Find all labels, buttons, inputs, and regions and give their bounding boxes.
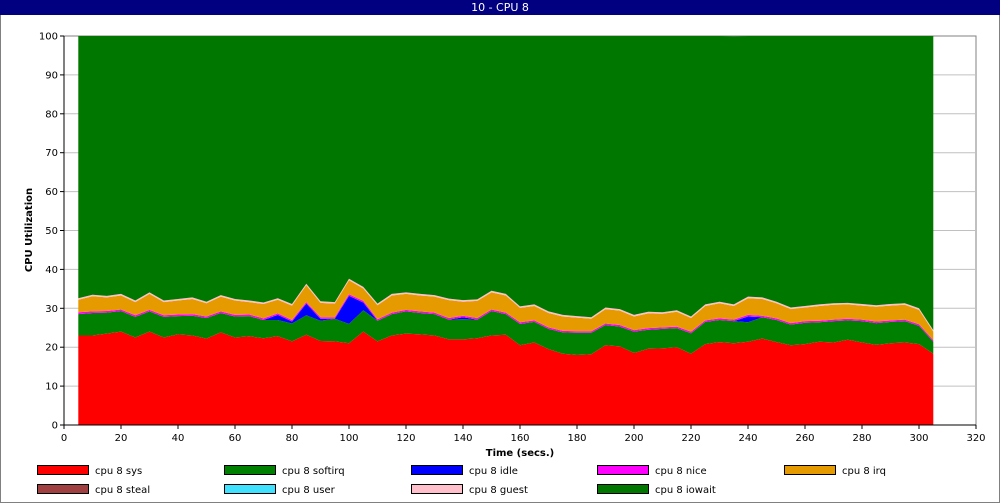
area-cpu-8-softirq bbox=[78, 310, 934, 355]
x-tick-label: 40 bbox=[172, 433, 185, 444]
window-title: 10 - CPU 8 bbox=[0, 0, 1000, 15]
x-tick-label: 300 bbox=[909, 433, 928, 444]
legend-item: cpu 8 user bbox=[224, 484, 335, 497]
y-tick-label: 0 bbox=[52, 421, 58, 432]
legend-item: cpu 8 idle bbox=[411, 465, 518, 478]
y-tick-label: 20 bbox=[45, 343, 58, 354]
legend-item: cpu 8 guest bbox=[411, 484, 528, 497]
y-tick-label: 100 bbox=[39, 32, 58, 43]
y-tick-label: 30 bbox=[45, 304, 58, 315]
legend-label: cpu 8 idle bbox=[469, 466, 518, 477]
legend-item: cpu 8 steal bbox=[37, 484, 151, 497]
legend-item: cpu 8 nice bbox=[597, 465, 707, 478]
legend-swatch bbox=[37, 484, 89, 494]
y-tick-label: 60 bbox=[45, 187, 58, 198]
x-tick-label: 140 bbox=[453, 433, 472, 444]
legend-swatch bbox=[784, 465, 836, 475]
axes: 0 10 20 30 40 50 60 70 80 90 100 0 20 40 60 80 100 120 140… bbox=[39, 32, 986, 445]
x-tick-label: 260 bbox=[795, 433, 814, 444]
legend-label: cpu 8 irq bbox=[842, 466, 886, 477]
legend-label: cpu 8 steal bbox=[95, 485, 151, 496]
y-tick-label: 90 bbox=[45, 70, 58, 81]
chart-legend: cpu 8 sys cpu 8 softirq cpu 8 idle cpu 8 ni… bbox=[0, 461, 1000, 504]
area-cpu-8-iowait bbox=[78, 36, 934, 331]
legend-swatch bbox=[224, 484, 276, 494]
x-tick-label: 240 bbox=[738, 433, 757, 444]
legend-label: cpu 8 user bbox=[282, 485, 335, 496]
x-tick-label: 20 bbox=[115, 433, 128, 444]
legend-swatch bbox=[597, 465, 649, 475]
legend-swatch bbox=[224, 465, 276, 475]
x-tick-label: 80 bbox=[286, 433, 299, 444]
stacked-areas bbox=[78, 36, 934, 425]
legend-item: cpu 8 sys bbox=[37, 465, 143, 478]
legend-label: cpu 8 guest bbox=[469, 485, 528, 496]
x-tick-label: 200 bbox=[624, 433, 643, 444]
legend-swatch bbox=[411, 465, 463, 475]
legend-item: cpu 8 iowait bbox=[597, 484, 716, 497]
x-axis-label: Time (secs.) bbox=[486, 448, 555, 459]
x-tick-label: 120 bbox=[396, 433, 415, 444]
legend-label: cpu 8 sys bbox=[95, 466, 143, 477]
y-tick-label: 80 bbox=[45, 109, 58, 120]
x-tick-label: 180 bbox=[567, 433, 586, 444]
legend-label: cpu 8 softirq bbox=[282, 466, 345, 477]
legend-label: cpu 8 nice bbox=[655, 466, 707, 477]
x-tick-label: 100 bbox=[339, 433, 358, 444]
legend-item: cpu 8 softirq bbox=[224, 465, 345, 478]
area-cpu-8-sys bbox=[78, 331, 934, 425]
legend-swatch bbox=[597, 484, 649, 494]
x-tick-label: 0 bbox=[61, 433, 67, 444]
area-cpu-8-irq bbox=[78, 280, 934, 341]
y-axis-label: CPU Utilization bbox=[24, 188, 35, 272]
cpu-utilization-chart: 0 10 20 30 40 50 60 70 80 90 100 0 20 40 60 80 100 120 140… bbox=[24, 32, 986, 460]
x-tick-label: 160 bbox=[510, 433, 529, 444]
x-tick-label: 60 bbox=[229, 433, 242, 444]
legend-label: cpu 8 iowait bbox=[655, 485, 716, 496]
legend-item: cpu 8 irq bbox=[784, 465, 886, 478]
y-tick-label: 10 bbox=[45, 382, 58, 393]
x-tick-label: 320 bbox=[966, 433, 985, 444]
legend-swatch bbox=[411, 484, 463, 494]
x-tick-label: 220 bbox=[681, 433, 700, 444]
y-tick-label: 70 bbox=[45, 148, 58, 159]
y-tick-label: 50 bbox=[45, 226, 58, 237]
x-tick-label: 280 bbox=[852, 433, 871, 444]
legend-swatch bbox=[37, 465, 89, 475]
y-tick-label: 40 bbox=[45, 265, 58, 276]
